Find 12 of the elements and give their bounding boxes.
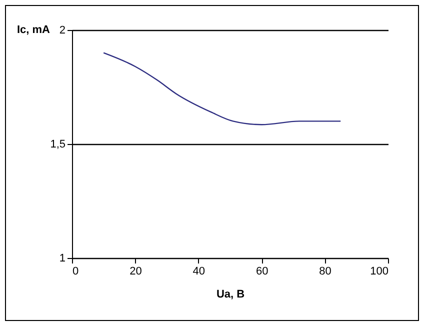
x-axis-title: Ua, B <box>216 288 245 300</box>
y-axis-title: Ic, mA <box>16 24 50 36</box>
line-series <box>103 52 342 126</box>
x-tick-label: 20 <box>130 266 142 278</box>
x-tick-label: 60 <box>256 266 268 278</box>
x-tick-label: 80 <box>319 266 332 278</box>
y-tick-label: 2 <box>59 24 66 36</box>
x-tick-label: 100 <box>370 266 388 278</box>
y-tick-label: 1 <box>59 252 66 264</box>
x-tick-label: 40 <box>192 266 206 278</box>
x-tick-label: 0 <box>72 266 79 278</box>
y-tick-label: 1,5 <box>50 138 66 150</box>
